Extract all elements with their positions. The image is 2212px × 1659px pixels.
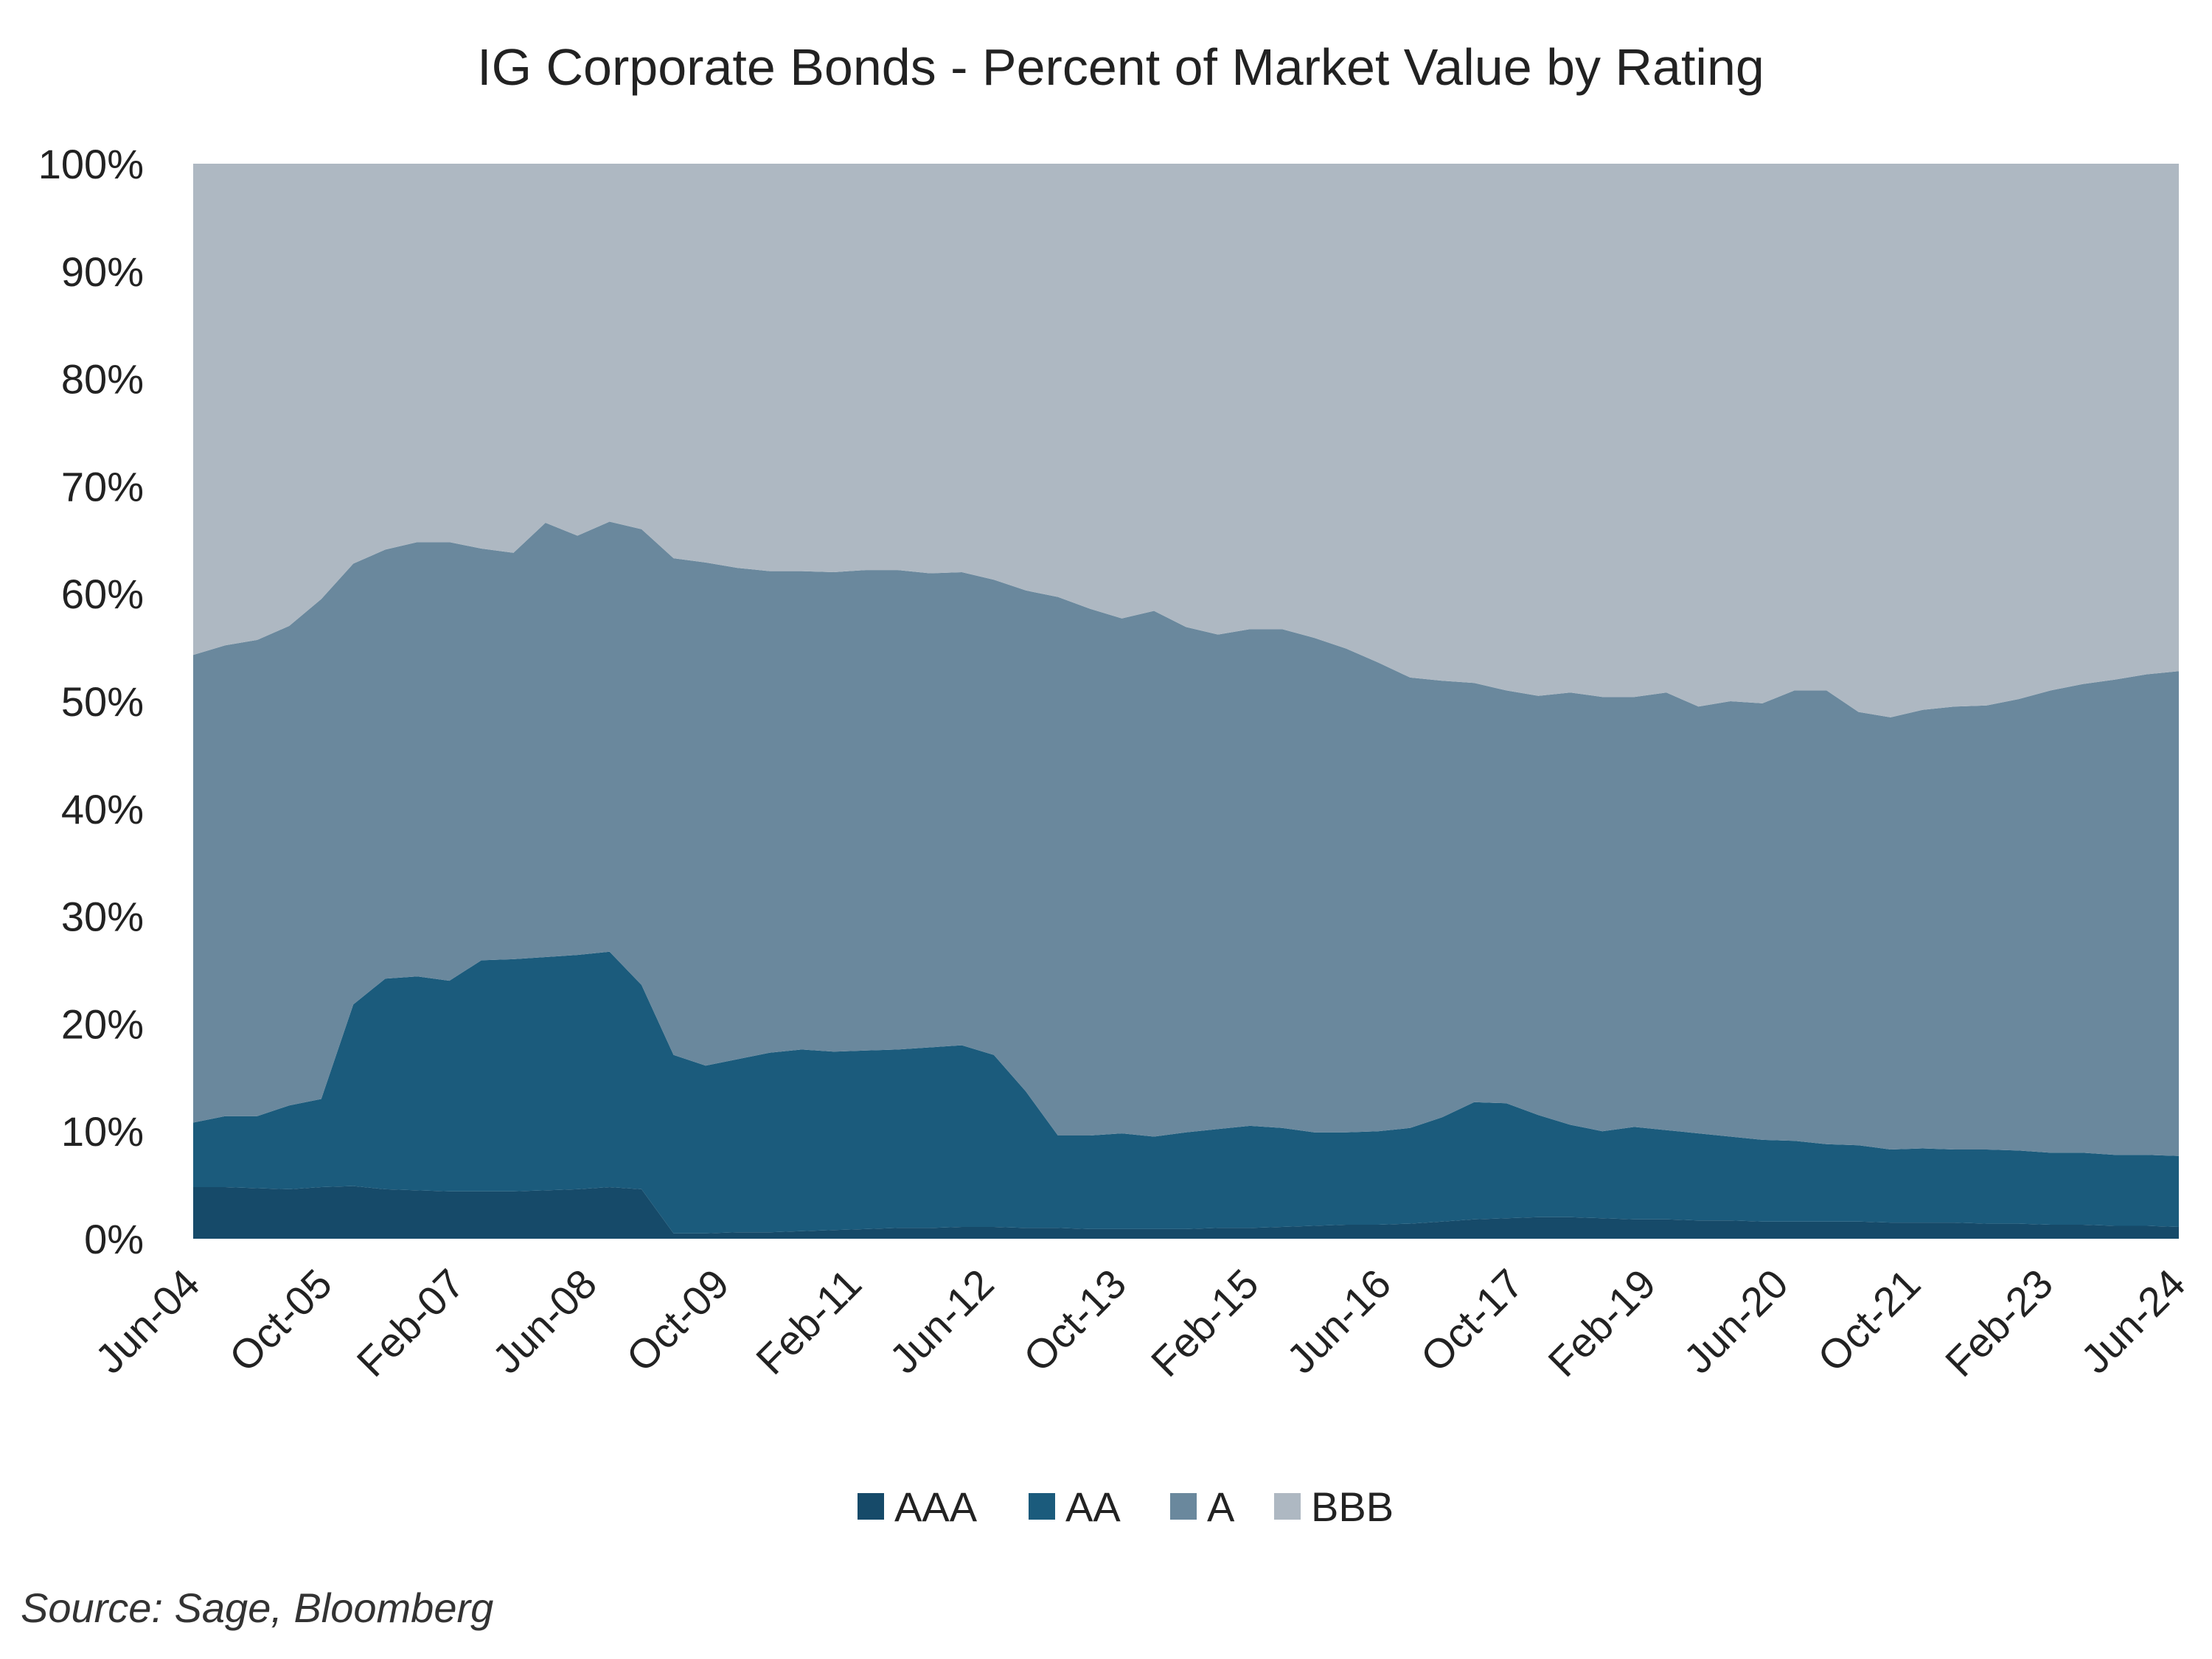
plot-area (193, 164, 2179, 1239)
x-tick-label: Feb-07 (348, 1260, 473, 1385)
legend: AAA AA A BBB (858, 1484, 1394, 1530)
legend-label: AAA (894, 1484, 978, 1530)
area-aaa (193, 1186, 2179, 1239)
x-tick-label: Jun-08 (483, 1260, 605, 1382)
chart-title: IG Corporate Bonds - Percent of Market V… (477, 38, 1764, 96)
legend-item-bbb: BBB (1274, 1484, 1394, 1530)
area-bbb (193, 164, 2179, 717)
legend-swatch (858, 1493, 884, 1520)
x-tick-label: Oct-17 (1411, 1260, 1531, 1380)
legend-item-a: A (1170, 1484, 1235, 1530)
y-tick-label: 60% (61, 571, 144, 617)
y-tick-label: 70% (61, 463, 144, 509)
x-tick-label: Jun-12 (880, 1260, 1003, 1382)
x-tick-label: Feb-15 (1142, 1260, 1267, 1385)
y-tick-label: 80% (61, 356, 144, 403)
x-tick-label: Oct-21 (1809, 1260, 1929, 1380)
y-tick-label: 30% (61, 894, 144, 940)
y-tick-label: 100% (38, 141, 144, 187)
area-aa (193, 951, 2179, 1234)
legend-swatch (1170, 1493, 1197, 1520)
x-tick-label: Oct-09 (617, 1260, 737, 1380)
x-tick-label: Jun-04 (86, 1260, 209, 1382)
y-tick-label: 10% (61, 1108, 144, 1155)
y-axis: 0% 10% 20% 30% 40% 50% 60% 70% 80% 90% 100% (38, 141, 144, 1262)
legend-swatch (1029, 1493, 1055, 1520)
y-tick-label: 90% (61, 248, 144, 295)
x-tick-label: Feb-11 (747, 1260, 870, 1383)
legend-label: A (1207, 1484, 1235, 1530)
x-tick-label: Feb-23 (1936, 1260, 2062, 1385)
legend-item-aa: AA (1029, 1484, 1121, 1530)
x-tick-label: Oct-05 (220, 1260, 341, 1380)
legend-item-aaa: AAA (858, 1484, 978, 1530)
x-tick-label: Oct-13 (1015, 1260, 1135, 1380)
y-tick-label: 0% (84, 1216, 144, 1262)
y-tick-label: 50% (61, 678, 144, 725)
area-a (193, 521, 2179, 1156)
legend-label: BBB (1311, 1484, 1394, 1530)
x-tick-label: Feb-19 (1539, 1260, 1664, 1385)
legend-label: AA (1065, 1484, 1121, 1530)
source-note: Source: Sage, Bloomberg (21, 1585, 493, 1631)
legend-swatch (1274, 1493, 1301, 1520)
y-tick-label: 40% (61, 786, 144, 832)
x-tick-label: Jun-24 (2072, 1260, 2194, 1382)
x-tick-label: Jun-20 (1674, 1260, 1797, 1382)
x-axis: Jun-04 Oct-05 Feb-07 Jun-08 Oct-09 Feb-11 Jun-… (86, 1260, 2194, 1385)
x-tick-label: Jun-16 (1278, 1260, 1400, 1382)
y-tick-label: 20% (61, 1001, 144, 1047)
